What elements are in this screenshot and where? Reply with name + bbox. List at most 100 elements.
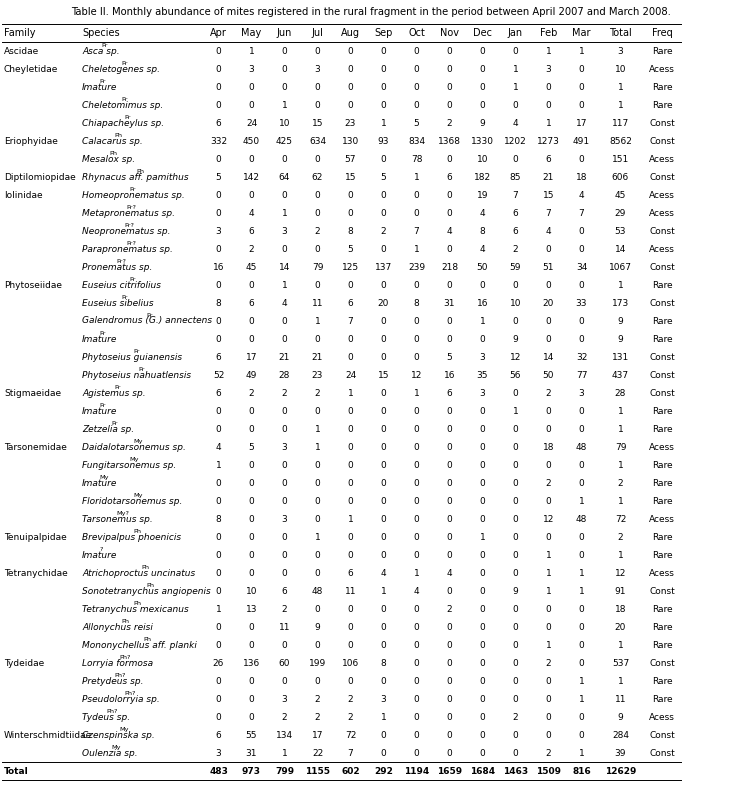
Text: 0: 0 bbox=[381, 353, 387, 362]
Text: 6: 6 bbox=[347, 568, 353, 578]
Text: 1: 1 bbox=[545, 568, 551, 578]
Text: 4: 4 bbox=[447, 568, 453, 578]
Text: Ph: Ph bbox=[137, 169, 145, 174]
Text: 1: 1 bbox=[282, 101, 287, 110]
Text: Phytoseius nahuatlensis: Phytoseius nahuatlensis bbox=[82, 370, 191, 379]
Text: Tetranychidae: Tetranychidae bbox=[4, 568, 68, 578]
Text: 2: 2 bbox=[545, 659, 551, 667]
Text: 1: 1 bbox=[479, 533, 485, 541]
Text: Ph: Ph bbox=[144, 638, 152, 642]
Text: 332: 332 bbox=[210, 136, 227, 145]
Text: 0: 0 bbox=[413, 281, 419, 290]
Text: My: My bbox=[111, 746, 121, 751]
Text: 0: 0 bbox=[381, 388, 387, 398]
Text: 0: 0 bbox=[413, 479, 419, 487]
Text: 0: 0 bbox=[249, 82, 255, 91]
Text: Phytoseius guianensis: Phytoseius guianensis bbox=[82, 353, 182, 362]
Text: Rare: Rare bbox=[651, 424, 672, 433]
Text: 0: 0 bbox=[579, 154, 585, 164]
Text: 0: 0 bbox=[381, 515, 387, 524]
Text: 0: 0 bbox=[347, 676, 353, 685]
Text: 0: 0 bbox=[381, 47, 387, 56]
Text: 0: 0 bbox=[479, 424, 485, 433]
Text: 537: 537 bbox=[612, 659, 629, 667]
Text: 0: 0 bbox=[249, 424, 255, 433]
Text: 0: 0 bbox=[513, 424, 519, 433]
Text: Pr?: Pr? bbox=[126, 241, 137, 246]
Text: 2: 2 bbox=[315, 227, 321, 236]
Text: Pr?: Pr? bbox=[124, 224, 134, 228]
Text: 0: 0 bbox=[579, 622, 585, 632]
Text: 0: 0 bbox=[381, 604, 387, 613]
Text: Family: Family bbox=[4, 28, 36, 38]
Text: 0: 0 bbox=[347, 424, 353, 433]
Text: 0: 0 bbox=[216, 533, 221, 541]
Text: 0: 0 bbox=[579, 550, 585, 559]
Text: 23: 23 bbox=[312, 370, 324, 379]
Text: 0: 0 bbox=[216, 550, 221, 559]
Text: May: May bbox=[241, 28, 262, 38]
Text: 0: 0 bbox=[447, 190, 453, 199]
Text: 78: 78 bbox=[411, 154, 422, 164]
Text: 0: 0 bbox=[282, 676, 287, 685]
Text: 0: 0 bbox=[381, 424, 387, 433]
Text: Mononychellus aff. planki: Mononychellus aff. planki bbox=[82, 641, 197, 650]
Text: Ph: Ph bbox=[134, 529, 142, 534]
Text: 218: 218 bbox=[441, 262, 458, 271]
Text: 5: 5 bbox=[413, 119, 419, 128]
Text: 0: 0 bbox=[282, 496, 287, 505]
Text: 48: 48 bbox=[312, 587, 324, 596]
Text: 4: 4 bbox=[513, 119, 519, 128]
Text: Rare: Rare bbox=[651, 334, 672, 344]
Text: 9: 9 bbox=[617, 334, 623, 344]
Text: 816: 816 bbox=[572, 767, 591, 776]
Text: 2: 2 bbox=[381, 227, 387, 236]
Text: 8: 8 bbox=[347, 227, 353, 236]
Text: 1: 1 bbox=[315, 533, 321, 541]
Text: 1684: 1684 bbox=[470, 767, 495, 776]
Text: 0: 0 bbox=[479, 496, 485, 505]
Text: 0: 0 bbox=[413, 461, 419, 470]
Text: Rare: Rare bbox=[651, 622, 672, 632]
Text: 0: 0 bbox=[513, 461, 519, 470]
Text: 2: 2 bbox=[249, 245, 255, 253]
Text: 4: 4 bbox=[381, 568, 387, 578]
Text: 11: 11 bbox=[279, 622, 290, 632]
Text: Jan: Jan bbox=[508, 28, 523, 38]
Text: 199: 199 bbox=[309, 659, 326, 667]
Text: 799: 799 bbox=[275, 767, 294, 776]
Text: 3: 3 bbox=[282, 695, 287, 704]
Text: 0: 0 bbox=[579, 407, 585, 416]
Text: 0: 0 bbox=[447, 316, 453, 325]
Text: 1: 1 bbox=[617, 641, 623, 650]
Text: 0: 0 bbox=[447, 334, 453, 344]
Text: 0: 0 bbox=[282, 82, 287, 91]
Text: 0: 0 bbox=[413, 515, 419, 524]
Text: 1659: 1659 bbox=[437, 767, 462, 776]
Text: Pr: Pr bbox=[99, 332, 106, 337]
Text: Tydeus sp.: Tydeus sp. bbox=[82, 713, 130, 721]
Text: 0: 0 bbox=[249, 316, 255, 325]
Text: 0: 0 bbox=[249, 334, 255, 344]
Text: 0: 0 bbox=[413, 208, 419, 218]
Text: Pr?: Pr? bbox=[126, 206, 137, 211]
Text: 0: 0 bbox=[447, 461, 453, 470]
Text: 0: 0 bbox=[315, 461, 321, 470]
Text: 0: 0 bbox=[447, 407, 453, 416]
Text: 1: 1 bbox=[315, 316, 321, 325]
Text: 31: 31 bbox=[246, 749, 257, 758]
Text: 0: 0 bbox=[413, 334, 419, 344]
Text: 1: 1 bbox=[617, 407, 623, 416]
Text: 1: 1 bbox=[381, 587, 387, 596]
Text: Jul: Jul bbox=[312, 28, 324, 38]
Text: 1155: 1155 bbox=[305, 767, 330, 776]
Text: 0: 0 bbox=[447, 154, 453, 164]
Text: 491: 491 bbox=[573, 136, 590, 145]
Text: 131: 131 bbox=[612, 353, 629, 362]
Text: 8: 8 bbox=[413, 299, 419, 307]
Text: 0: 0 bbox=[479, 461, 485, 470]
Text: 0: 0 bbox=[216, 47, 221, 56]
Text: Oct: Oct bbox=[408, 28, 425, 38]
Text: 437: 437 bbox=[612, 370, 629, 379]
Text: 3: 3 bbox=[479, 388, 485, 398]
